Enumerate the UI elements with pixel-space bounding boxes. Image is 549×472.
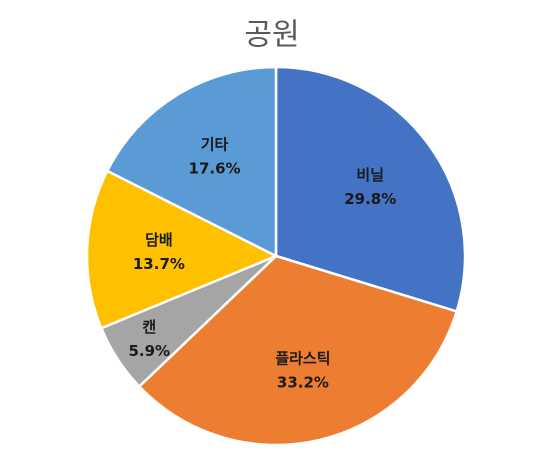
slice-value-label: 33.2%: [277, 374, 329, 392]
slice-category-label: 캔: [142, 318, 156, 336]
slice-value-label: 5.9%: [128, 342, 170, 360]
pie-slice: [105, 65, 278, 259]
pie-slice: [274, 65, 467, 314]
slice-category-label: 담배: [145, 231, 173, 249]
pie-slice: [85, 169, 279, 330]
slice-value-label: 17.6%: [189, 160, 241, 178]
chart-title: 공원: [244, 18, 299, 53]
slice-value-label: 13.7%: [133, 255, 185, 273]
pie-slice: [137, 254, 459, 447]
slice-value-label: 29.8%: [344, 190, 396, 208]
slice-category-label: 플라스틱: [275, 350, 330, 368]
slice-category-label: 비닐: [356, 166, 384, 184]
slice-category-label: 기타: [201, 136, 229, 154]
